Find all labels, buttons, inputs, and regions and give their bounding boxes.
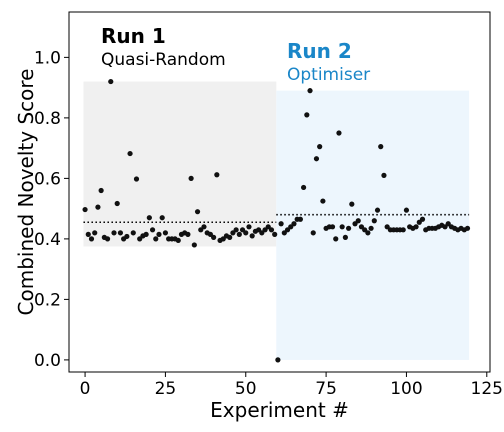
data-point bbox=[149, 227, 156, 233]
data-point bbox=[92, 230, 98, 236]
data-point bbox=[378, 144, 384, 150]
ticks-layer: 0 25 50 75 100 125 0.0 0.2 0.4 0.6 0.8 1.0 bbox=[34, 48, 503, 399]
data-point bbox=[227, 234, 233, 240]
data-point bbox=[88, 236, 95, 242]
y-tick-label: 0.0 bbox=[34, 351, 61, 371]
data-point bbox=[243, 230, 249, 236]
y-tick-label: 0.8 bbox=[34, 109, 61, 129]
data-point bbox=[349, 201, 355, 207]
data-point bbox=[153, 236, 159, 242]
data-point bbox=[82, 206, 88, 213]
annotation-run1-subtitle: Quasi-Random bbox=[101, 50, 226, 70]
data-point bbox=[310, 230, 316, 236]
annotation-run2-subtitle: Optimiser bbox=[287, 65, 370, 85]
data-point bbox=[268, 227, 275, 233]
data-point bbox=[162, 230, 169, 236]
data-point bbox=[291, 221, 297, 227]
data-point bbox=[104, 236, 111, 242]
data-point bbox=[98, 187, 104, 194]
data-point bbox=[374, 207, 381, 213]
data-point bbox=[156, 231, 162, 237]
data-point bbox=[333, 236, 339, 242]
data-point bbox=[400, 227, 406, 233]
data-point bbox=[130, 230, 136, 236]
data-point bbox=[233, 227, 239, 233]
y-axis-label: Combined Novelty Score bbox=[14, 69, 38, 316]
data-point bbox=[236, 231, 242, 237]
data-point bbox=[365, 230, 371, 236]
data-point bbox=[214, 172, 220, 178]
data-point bbox=[246, 224, 252, 230]
data-point bbox=[342, 234, 348, 240]
data-point bbox=[336, 130, 342, 136]
data-point bbox=[85, 231, 91, 237]
data-point bbox=[307, 88, 313, 94]
regions-layer bbox=[83, 81, 470, 360]
data-point bbox=[146, 215, 152, 221]
data-point bbox=[320, 198, 326, 204]
data-point bbox=[297, 216, 303, 222]
data-point bbox=[201, 224, 207, 230]
data-point bbox=[317, 144, 323, 150]
x-tick-label: 0 bbox=[80, 379, 91, 399]
data-point bbox=[108, 78, 114, 85]
data-point bbox=[117, 230, 124, 236]
data-point bbox=[329, 224, 336, 230]
data-point bbox=[127, 150, 133, 157]
data-point bbox=[272, 231, 278, 237]
data-point bbox=[345, 225, 352, 231]
data-point bbox=[275, 357, 281, 363]
data-point bbox=[194, 209, 201, 215]
x-axis-label: Experiment # bbox=[210, 398, 349, 422]
axes-layer bbox=[68, 11, 491, 373]
x-tick-label: 75 bbox=[315, 379, 337, 399]
data-point bbox=[355, 218, 361, 224]
data-point bbox=[185, 231, 191, 237]
x-tick-label: 25 bbox=[155, 379, 177, 399]
data-point bbox=[175, 237, 181, 244]
data-point bbox=[143, 231, 149, 237]
plot-frame bbox=[68, 11, 491, 373]
data-point bbox=[419, 216, 426, 222]
data-point bbox=[191, 242, 197, 248]
data-point bbox=[403, 207, 410, 213]
data-point bbox=[339, 224, 345, 230]
data-point bbox=[159, 215, 165, 221]
data-point bbox=[413, 224, 419, 230]
data-point bbox=[313, 156, 320, 162]
y-tick-label: 0.2 bbox=[34, 290, 61, 310]
y-tick-label: 0.6 bbox=[34, 169, 61, 189]
data-point bbox=[111, 230, 117, 236]
data-point bbox=[211, 234, 217, 240]
x-tick-label: 50 bbox=[235, 379, 257, 399]
data-point bbox=[304, 112, 310, 118]
data-point bbox=[133, 176, 140, 182]
data-point bbox=[188, 175, 194, 181]
data-point bbox=[301, 184, 307, 191]
data-point bbox=[124, 233, 130, 240]
data-point bbox=[114, 200, 120, 207]
data-point bbox=[371, 218, 377, 224]
data-point bbox=[249, 233, 255, 239]
y-tick-label: 0.4 bbox=[34, 230, 61, 250]
data-point bbox=[368, 225, 374, 231]
data-point bbox=[95, 204, 101, 210]
data-point bbox=[381, 172, 387, 178]
x-tick-label: 100 bbox=[390, 379, 422, 399]
y-tick-label: 1.0 bbox=[34, 48, 61, 68]
mean-lines-layer bbox=[83, 213, 470, 224]
region-run1 bbox=[83, 81, 277, 247]
annotation-run1-title: Run 1 bbox=[101, 24, 166, 48]
points-layer bbox=[82, 78, 471, 363]
data-point bbox=[464, 225, 471, 231]
annotation-run2-title: Run 2 bbox=[287, 39, 352, 63]
x-tick-label: 125 bbox=[471, 379, 503, 399]
data-point bbox=[278, 221, 284, 227]
